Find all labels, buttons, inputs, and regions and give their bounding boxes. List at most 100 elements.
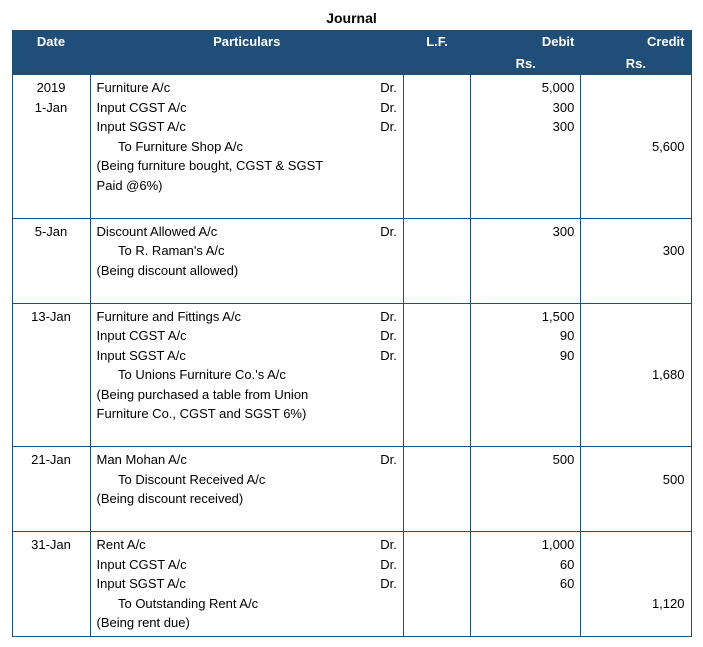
- date-cell: 20191-Jan: [12, 75, 90, 219]
- credit-value: [587, 404, 684, 424]
- credit-value: [587, 176, 684, 196]
- particulars-line: Input SGST A/cDr.: [97, 346, 397, 366]
- header-row-1: Date Particulars L.F. Debit Credit: [12, 31, 691, 53]
- header-lf: L.F.: [403, 31, 470, 75]
- credit-value: [587, 424, 684, 444]
- debit-cell: 5,000300300: [471, 75, 581, 219]
- debit-value: [477, 385, 574, 405]
- account-text: To Unions Furniture Co.'s A/c: [97, 365, 286, 385]
- account-text: To R. Raman's A/c: [97, 241, 225, 261]
- drcr-text: Dr.: [380, 78, 397, 98]
- debit-cell: 1,5009090: [471, 303, 581, 447]
- debit-value: [477, 261, 574, 281]
- debit-value: [477, 509, 574, 529]
- debit-value: [477, 365, 574, 385]
- particulars-line: To Discount Received A/c: [97, 470, 397, 490]
- particulars-line: Paid @6%): [97, 176, 397, 196]
- credit-value: [587, 385, 684, 405]
- particulars-line: To Outstanding Rent A/c: [97, 594, 397, 614]
- particulars-line: Input CGST A/cDr.: [97, 98, 397, 118]
- particulars-cell: Man Mohan A/cDr. To Discount Received A/…: [90, 447, 403, 532]
- header-credit-rs: Rs.: [581, 53, 691, 75]
- debit-value: [477, 613, 574, 633]
- account-text: Input CGST A/c: [97, 555, 187, 575]
- account-text: To Discount Received A/c: [97, 470, 266, 490]
- debit-value: 500: [477, 450, 574, 470]
- credit-cell: 1,120: [581, 532, 691, 637]
- particulars-line: (Being purchased a table from Union: [97, 385, 397, 405]
- credit-value: [587, 450, 684, 470]
- account-text: Furniture Co., CGST and SGST 6%): [97, 404, 307, 424]
- account-text: Input CGST A/c: [97, 326, 187, 346]
- particulars-line: Rent A/cDr.: [97, 535, 397, 555]
- account-text: (Being discount allowed): [97, 261, 239, 281]
- date-text: 5-Jan: [19, 222, 84, 242]
- debit-value: [477, 195, 574, 215]
- credit-cell: 5,600: [581, 75, 691, 219]
- debit-value: [477, 137, 574, 157]
- header-particulars: Particulars: [90, 31, 403, 75]
- debit-value: [477, 594, 574, 614]
- account-text: Furniture A/c: [97, 78, 171, 98]
- account-text: (Being rent due): [97, 613, 190, 633]
- lf-cell: [403, 447, 470, 532]
- date-text: 13-Jan: [19, 307, 84, 327]
- debit-cell: 500: [471, 447, 581, 532]
- header-debit-rs: Rs.: [471, 53, 581, 75]
- drcr-text: Dr.: [380, 535, 397, 555]
- debit-value: [477, 404, 574, 424]
- particulars-line: (Being furniture bought, CGST & SGST: [97, 156, 397, 176]
- particulars-line: Furniture A/c Dr.: [97, 78, 397, 98]
- debit-value: 5,000: [477, 78, 574, 98]
- header-debit: Debit: [471, 31, 581, 53]
- particulars-line: Input SGST A/cDr.: [97, 117, 397, 137]
- particulars-line: Input SGST A/cDr.: [97, 574, 397, 594]
- credit-value: 1,120: [587, 594, 684, 614]
- credit-value: [587, 280, 684, 300]
- lf-cell: [403, 218, 470, 303]
- credit-value: [587, 574, 684, 594]
- date-text: 21-Jan: [19, 450, 84, 470]
- particulars-line: To Unions Furniture Co.'s A/c: [97, 365, 397, 385]
- debit-value: 90: [477, 326, 574, 346]
- debit-value: [477, 470, 574, 490]
- debit-value: [477, 156, 574, 176]
- credit-value: [587, 98, 684, 118]
- particulars-cell: Discount Allowed A/cDr. To R. Raman's A/…: [90, 218, 403, 303]
- drcr-text: Dr.: [380, 574, 397, 594]
- account-text: (Being purchased a table from Union: [97, 385, 309, 405]
- account-text: Input SGST A/c: [97, 117, 186, 137]
- credit-value: [587, 535, 684, 555]
- account-text: Man Mohan A/c: [97, 450, 187, 470]
- debit-value: 300: [477, 98, 574, 118]
- account-text: Discount Allowed A/c: [97, 222, 218, 242]
- credit-value: [587, 222, 684, 242]
- debit-value: [477, 489, 574, 509]
- drcr-text: Dr.: [380, 307, 397, 327]
- credit-value: [587, 555, 684, 575]
- header-date: Date: [12, 31, 90, 75]
- particulars-line: (Being discount allowed): [97, 261, 397, 281]
- debit-value: [477, 280, 574, 300]
- particulars-line: Input CGST A/cDr.: [97, 326, 397, 346]
- particulars-cell: Furniture A/c Dr.Input CGST A/cDr.Input S…: [90, 75, 403, 219]
- credit-value: 5,600: [587, 137, 684, 157]
- debit-value: [477, 176, 574, 196]
- debit-value: [477, 241, 574, 261]
- particulars-line: (Being discount received): [97, 489, 397, 509]
- drcr-text: Dr.: [380, 346, 397, 366]
- particulars-line: To Furniture Shop A/c: [97, 137, 397, 157]
- date-cell: 21-Jan: [12, 447, 90, 532]
- account-text: [97, 195, 101, 215]
- journal-title: Journal: [10, 10, 693, 26]
- credit-cell: 1,680: [581, 303, 691, 447]
- lf-cell: [403, 532, 470, 637]
- credit-cell: 300: [581, 218, 691, 303]
- particulars-line: [97, 509, 397, 529]
- date-text: 1-Jan: [19, 98, 84, 118]
- debit-value: 1,500: [477, 307, 574, 327]
- particulars-cell: Furniture and Fittings A/cDr.Input CGST …: [90, 303, 403, 447]
- particulars-line: [97, 424, 397, 444]
- particulars-line: Input CGST A/cDr.: [97, 555, 397, 575]
- credit-value: [587, 117, 684, 137]
